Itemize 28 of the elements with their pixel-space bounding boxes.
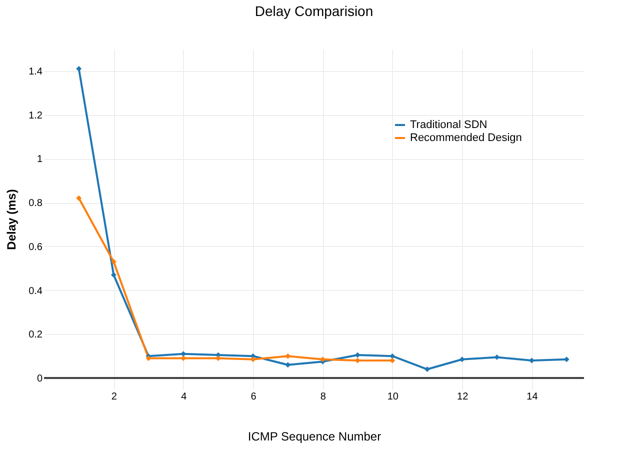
point bbox=[110, 259, 116, 265]
x-tick-label: 4 bbox=[181, 392, 188, 402]
x-tick-label: 12 bbox=[457, 392, 469, 402]
point bbox=[459, 356, 465, 362]
legend-label: Recommended Design bbox=[410, 132, 522, 144]
y-tick-label: 1 bbox=[36, 154, 43, 166]
point bbox=[110, 272, 116, 278]
y-tick-label: 0.4 bbox=[28, 286, 43, 297]
y-tick-label: 0 bbox=[36, 374, 43, 385]
x-tick-label: 8 bbox=[320, 392, 326, 402]
y-tick-label: 1.2 bbox=[28, 110, 43, 122]
y-tick-label: 0.2 bbox=[28, 330, 43, 341]
point bbox=[529, 358, 534, 364]
point bbox=[76, 66, 82, 72]
x-tick-label: 10 bbox=[387, 392, 399, 402]
x-axis-title: ICMP Sequence Number bbox=[248, 430, 382, 444]
x-tick-label: 6 bbox=[250, 392, 257, 402]
point bbox=[354, 352, 360, 358]
x-tick-label: 14 bbox=[526, 392, 538, 402]
legend-label: Traditional SDN bbox=[410, 119, 488, 131]
point bbox=[76, 195, 82, 201]
y-tick-label: 1.4 bbox=[28, 66, 43, 78]
y-tick-label: 0.8 bbox=[28, 198, 43, 210]
chart-title: Delay Comparision bbox=[254, 3, 374, 19]
x-tick-label: 2 bbox=[111, 392, 118, 402]
y-tick-label: 0.6 bbox=[28, 242, 43, 253]
point bbox=[424, 366, 430, 372]
y-axis-title: Delay (ms) bbox=[4, 189, 19, 250]
